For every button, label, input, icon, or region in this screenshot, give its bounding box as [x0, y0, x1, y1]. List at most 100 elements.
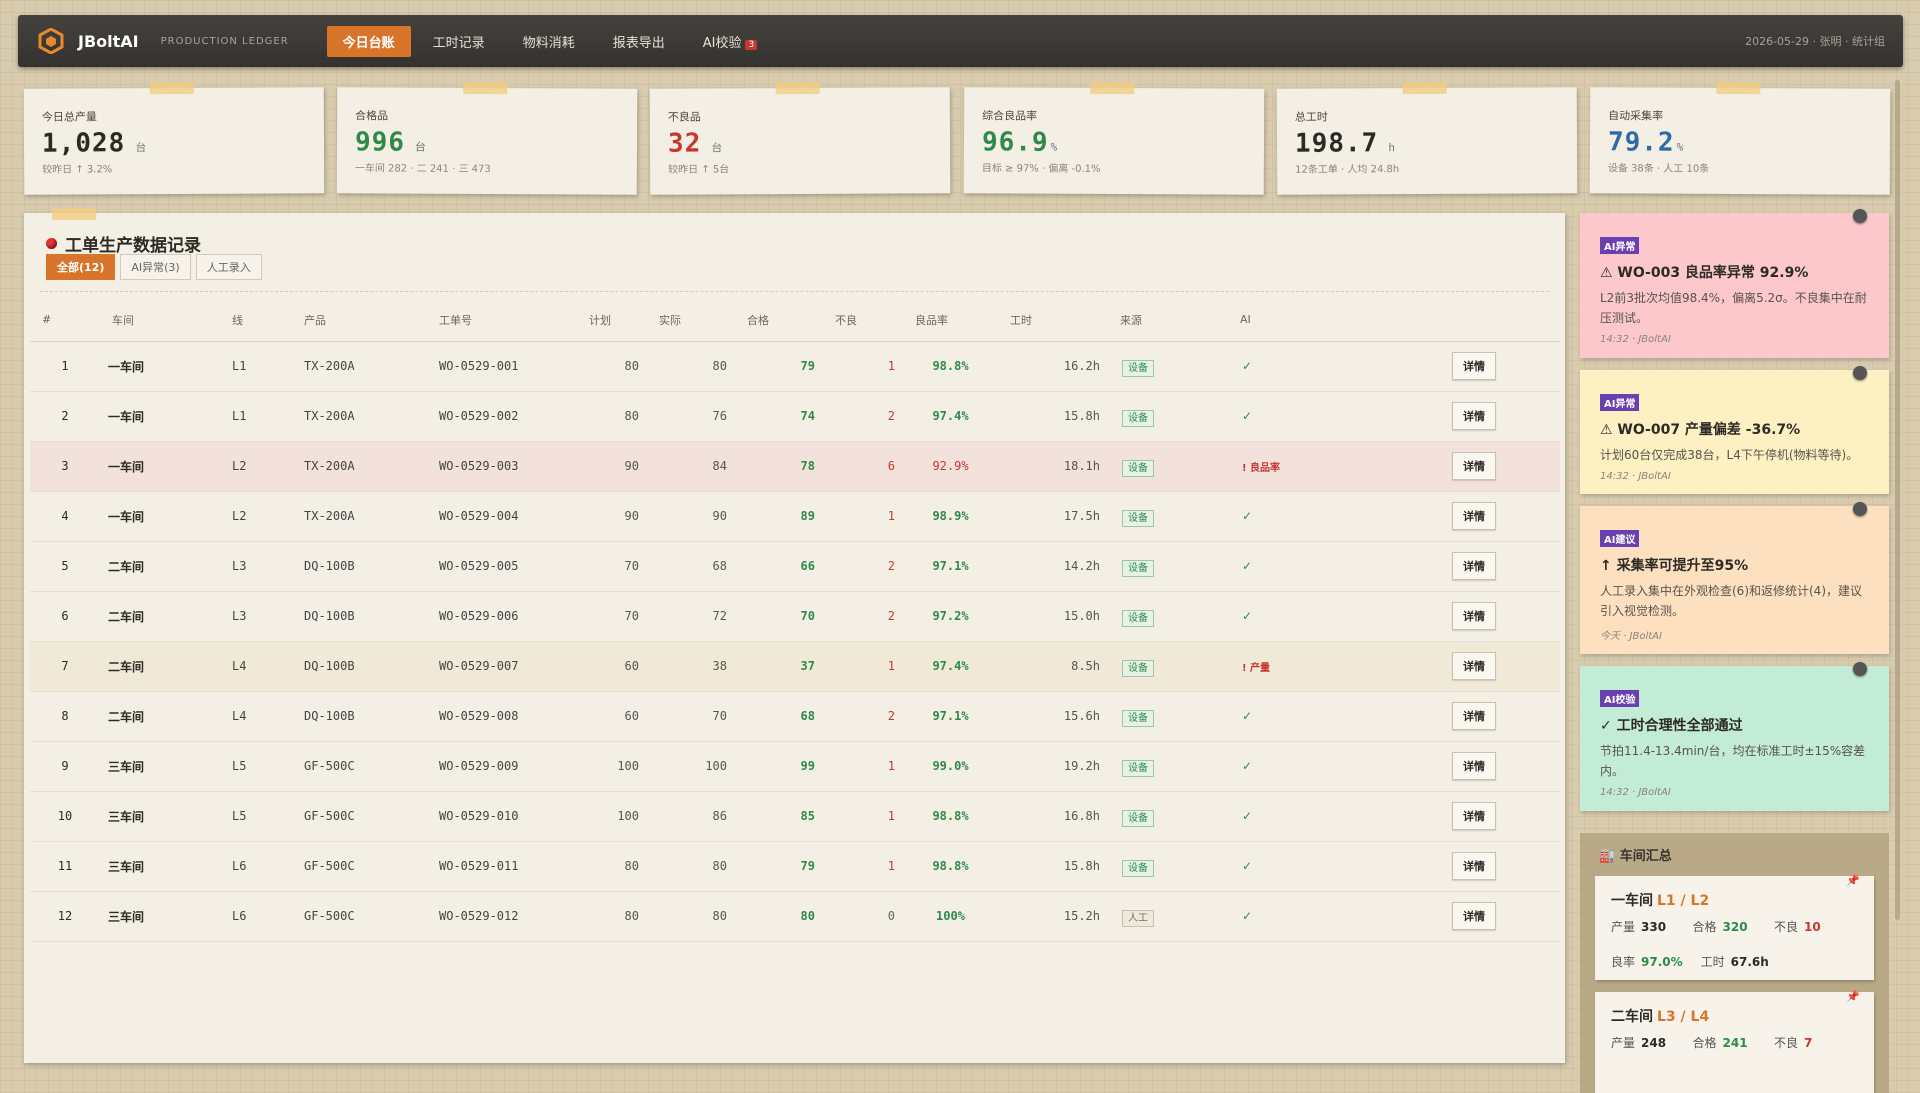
- stat: 合格 320: [1693, 918, 1775, 935]
- cell: 68: [647, 541, 735, 592]
- nav-item[interactable]: 今日台账: [326, 25, 411, 57]
- ai-status: ✓: [1242, 809, 1253, 823]
- tab[interactable]: 人工录入: [195, 254, 262, 280]
- cell: 9: [30, 741, 100, 792]
- cell: DQ-100B: [292, 641, 427, 692]
- number: 60: [624, 709, 639, 723]
- kpi-number: 996: [355, 127, 406, 158]
- text: L4: [232, 659, 247, 673]
- cell: WO-0529-001: [427, 341, 577, 392]
- cell: 80: [647, 891, 735, 942]
- nav-item[interactable]: 工时记录: [432, 35, 485, 51]
- lines: L3 / L4: [1657, 1009, 1710, 1025]
- detail-button[interactable]: 详情: [1452, 402, 1496, 430]
- number: 68: [712, 559, 727, 573]
- cell: ✓: [1228, 541, 1388, 592]
- cell: 100: [577, 741, 647, 792]
- cell: 二车间: [100, 591, 220, 642]
- cell: 设备: [1108, 691, 1228, 742]
- cell: 8.5h: [998, 641, 1108, 692]
- tab[interactable]: AI异常(3): [120, 254, 191, 280]
- cell: 80: [577, 841, 647, 892]
- detail-button[interactable]: 详情: [1452, 602, 1496, 630]
- detail-button[interactable]: 详情: [1452, 902, 1496, 930]
- stat-value: 97.0%: [1641, 955, 1683, 969]
- cell: ✓: [1228, 891, 1388, 942]
- stat-value: 67.6h: [1730, 955, 1769, 969]
- cell: ✓: [1228, 341, 1388, 392]
- kpi-value: 96.9%: [981, 127, 1245, 158]
- number: 80: [800, 909, 815, 923]
- cell: 16.2h: [998, 341, 1108, 392]
- workshop-summary: 🏭 车间汇总 一车间 L1 / L2 产量 330 合格 320 不良 10 良率 97.0% 工时 6…: [1580, 833, 1889, 1093]
- text: L2: [232, 459, 247, 473]
- detail-button[interactable]: 详情: [1452, 652, 1496, 680]
- ai-status: ✓: [1242, 909, 1253, 923]
- cell: 79: [735, 841, 823, 892]
- cell: 80: [577, 341, 647, 392]
- number: 86: [712, 809, 727, 823]
- source-badge: 设备: [1122, 359, 1154, 377]
- cell: 99.0%: [903, 741, 998, 792]
- number: 38: [712, 659, 727, 673]
- stat: 良率 97.0%: [1611, 953, 1683, 970]
- cell: 1: [30, 341, 100, 392]
- cell: 三车间: [100, 891, 220, 942]
- text: L4: [232, 709, 247, 723]
- text: WO-0529-004: [439, 509, 519, 523]
- detail-button[interactable]: 详情: [1452, 702, 1496, 730]
- kpi-unit: h: [1388, 141, 1395, 155]
- detail-button[interactable]: 详情: [1452, 752, 1496, 780]
- hours: 14.2h: [1063, 559, 1100, 573]
- cell: 12: [30, 891, 100, 942]
- detail-button[interactable]: 详情: [1452, 802, 1496, 830]
- cell: 70: [647, 691, 735, 742]
- cell: 11: [30, 841, 100, 892]
- cell: 二车间: [100, 641, 220, 692]
- detail-button[interactable]: 详情: [1452, 352, 1496, 380]
- detail-button[interactable]: 详情: [1452, 452, 1496, 480]
- text: DQ-100B: [304, 559, 355, 573]
- workshop: 三车间: [108, 859, 145, 874]
- text: L3: [232, 609, 247, 623]
- cell: ✓: [1228, 741, 1388, 792]
- cell: WO-0529-006: [427, 591, 577, 642]
- cell: 三车间: [100, 791, 220, 842]
- workshop-card: 一车间 L1 / L2 产量 330 合格 320 不良 10 良率 97.0% 工时 67.6h: [1595, 874, 1874, 980]
- nav-item[interactable]: 报表导出: [612, 35, 665, 51]
- cell: 76: [647, 391, 735, 442]
- stat-label: 不良: [1774, 1036, 1799, 1050]
- kpi-number: 198.7: [1294, 128, 1379, 159]
- number: 80: [624, 859, 639, 873]
- cell: 三车间: [100, 841, 220, 892]
- cell: L6: [220, 841, 292, 892]
- yield-rate: 98.8%: [932, 859, 969, 873]
- number: 85: [800, 809, 815, 823]
- number: 90: [624, 509, 639, 523]
- stat: 工时 67.6h: [1701, 953, 1769, 970]
- detail-button[interactable]: 详情: [1452, 502, 1496, 530]
- detail-button[interactable]: 详情: [1452, 852, 1496, 880]
- cell: 38: [647, 641, 735, 692]
- kpi-value: 1,028 台: [42, 127, 306, 158]
- number: 74: [800, 409, 815, 423]
- number: 0: [887, 909, 895, 923]
- cell: GF-500C: [292, 841, 427, 892]
- stat-label: 产量: [1611, 1036, 1636, 1050]
- number: 79: [800, 359, 815, 373]
- detail-button[interactable]: 详情: [1452, 552, 1496, 580]
- source-badge: 设备: [1122, 559, 1154, 577]
- kpi-unit: %: [1676, 140, 1684, 154]
- nav-item[interactable]: 物料消耗: [522, 35, 575, 51]
- workshop: 一车间: [108, 459, 145, 474]
- nav-item[interactable]: AI校验 3: [687, 26, 773, 57]
- cell: WO-0529-002: [427, 391, 577, 442]
- tab[interactable]: 全部(12): [46, 254, 116, 280]
- cell: 80: [735, 891, 823, 942]
- cell: 4: [30, 491, 100, 542]
- cell: 15.8h: [998, 391, 1108, 442]
- text: TX-200A: [304, 459, 355, 473]
- hours: 15.8h: [1063, 409, 1100, 423]
- stat-value: 10: [1804, 920, 1821, 934]
- table-row: 3 一车间 L2 TX-200A WO-0529-003 90 84 78 6 92.9% 18.1…: [30, 441, 1560, 492]
